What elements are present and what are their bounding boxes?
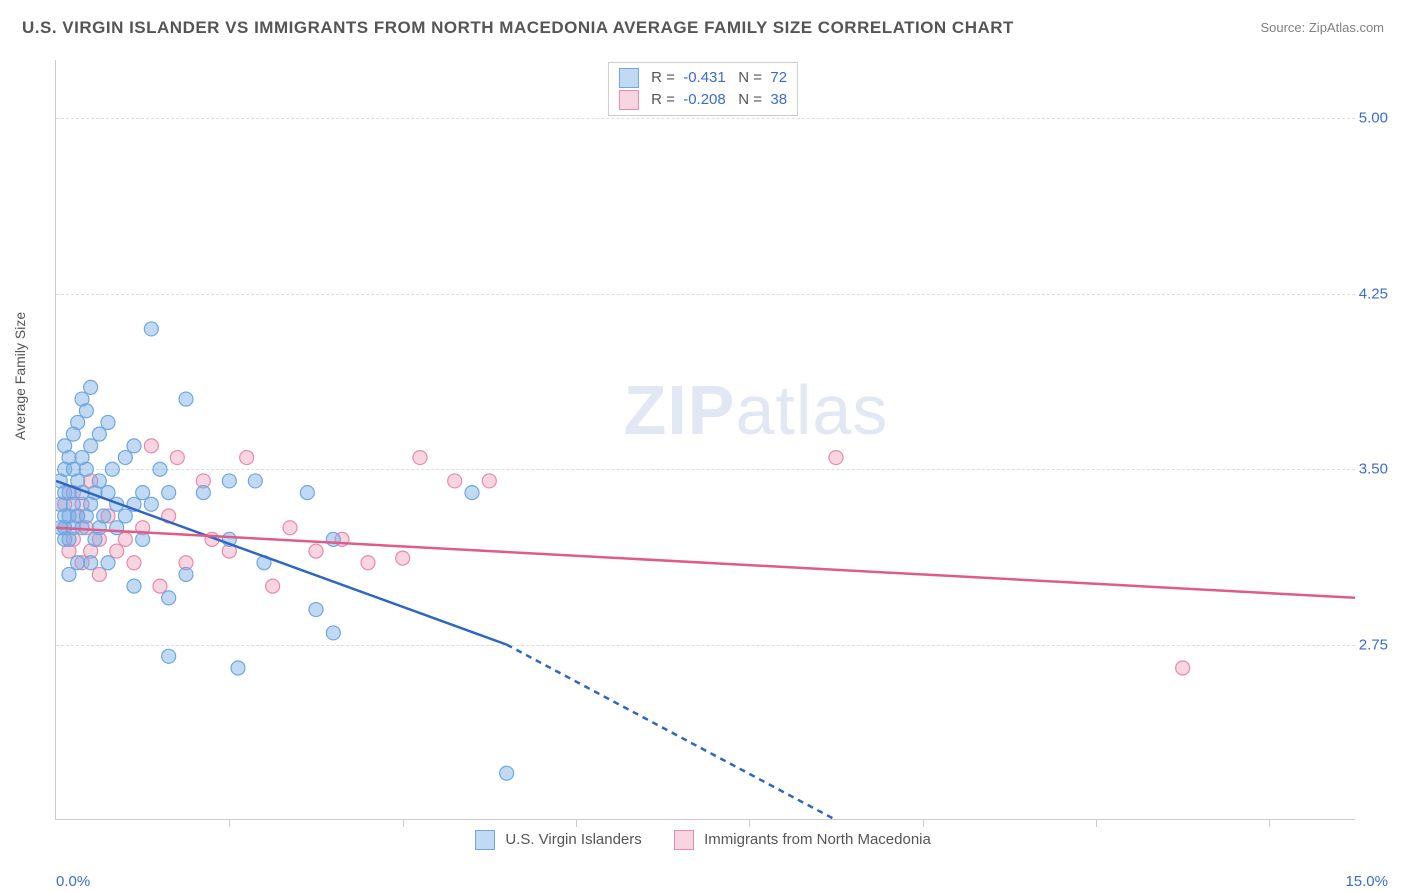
data-point [413,451,427,465]
data-point [58,486,72,500]
data-point [110,521,124,535]
x-tick [229,819,230,827]
legend-bottom: U.S. Virgin Islanders Immigrants from No… [0,830,1406,850]
data-point [309,544,323,558]
data-point [500,766,514,780]
data-point [231,661,245,675]
data-point [84,439,98,453]
data-point [71,556,85,570]
y-tick-label: 3.50 [1359,461,1388,478]
data-point [240,451,254,465]
data-point [170,451,184,465]
data-point [448,474,462,488]
data-point [110,544,124,558]
data-point [71,415,85,429]
data-point [1176,661,1190,675]
y-axis-label: Average Family Size [12,312,28,440]
data-point [84,380,98,394]
swatch-a-icon [619,68,639,88]
plot-area [55,60,1355,820]
data-point [179,567,193,581]
stats-n-label-a: N = [738,69,762,86]
y-tick-label: 5.00 [1359,110,1388,127]
trend-line [56,528,1355,598]
data-point [127,579,141,593]
stats-n-value-b: 38 [770,91,787,108]
data-point [248,474,262,488]
data-point [84,556,98,570]
y-tick-label: 2.75 [1359,636,1388,653]
x-tick-label-min: 0.0% [56,873,90,890]
data-point [196,486,210,500]
stats-n-label-b: N = [738,91,762,108]
data-point [153,579,167,593]
data-point [118,451,132,465]
stats-r-value-a: -0.431 [683,69,726,86]
scatter-svg [56,60,1355,819]
data-point [118,532,132,546]
data-point [162,649,176,663]
data-point [465,486,479,500]
x-tick [576,819,577,827]
x-tick-label-max: 15.0% [1345,873,1388,890]
source-label: Source: ZipAtlas.com [1260,20,1384,35]
data-point [361,556,375,570]
stats-r-value-b: -0.208 [683,91,726,108]
stats-row-a: R = -0.431 N = 72 [619,67,787,89]
stats-row-b: R = -0.208 N = 38 [619,89,787,111]
data-point [92,427,106,441]
data-point [482,474,496,488]
data-point [829,451,843,465]
data-point [396,551,410,565]
x-tick [403,819,404,827]
x-tick [923,819,924,827]
data-point [97,509,111,523]
data-point [127,556,141,570]
data-point [105,462,119,476]
data-point [79,462,93,476]
data-point [309,603,323,617]
x-tick [749,819,750,827]
data-point [62,567,76,581]
data-point [144,497,158,511]
data-point [222,474,236,488]
stats-n-value-a: 72 [770,69,787,86]
data-point [92,567,106,581]
data-point [179,392,193,406]
legend-item-a: U.S. Virgin Islanders [475,830,642,850]
data-point [300,486,314,500]
data-point [162,591,176,605]
legend-swatch-a-icon [475,830,495,850]
trend-line [507,645,836,819]
data-point [326,532,340,546]
stats-r-label-a: R = [651,69,675,86]
data-point [144,322,158,336]
data-point [79,404,93,418]
data-point [136,532,150,546]
data-point [127,439,141,453]
legend-swatch-b-icon [674,830,694,850]
stats-r-label-b: R = [651,91,675,108]
chart-title: U.S. VIRGIN ISLANDER VS IMMIGRANTS FROM … [22,18,1014,38]
legend-label-a: U.S. Virgin Islanders [505,831,641,848]
trend-line [56,481,507,645]
x-tick [1096,819,1097,827]
stats-legend-box: R = -0.431 N = 72 R = -0.208 N = 38 [608,62,798,116]
swatch-b-icon [619,90,639,110]
data-point [101,556,115,570]
data-point [326,626,340,640]
legend-item-b: Immigrants from North Macedonia [674,830,931,850]
data-point [92,474,106,488]
x-tick [1269,819,1270,827]
data-point [162,486,176,500]
data-point [118,509,132,523]
data-point [101,415,115,429]
data-point [283,521,297,535]
legend-label-b: Immigrants from North Macedonia [704,831,931,848]
y-tick-label: 4.25 [1359,285,1388,302]
data-point [266,579,280,593]
data-point [136,486,150,500]
data-point [144,439,158,453]
data-point [153,462,167,476]
